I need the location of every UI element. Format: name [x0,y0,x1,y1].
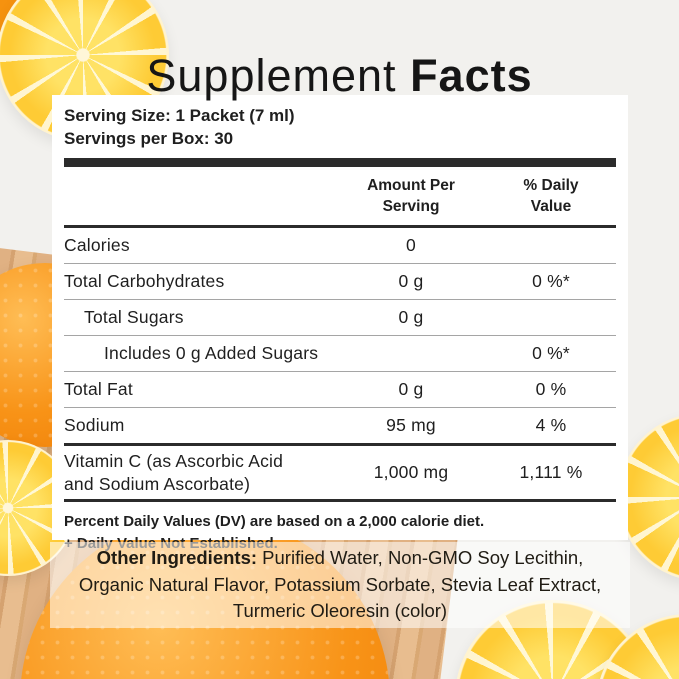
row-amount: 0 g [398,306,424,327]
table-row: Includes 0 g Added Sugars 0 %* [64,336,616,372]
row-label: Total Fat [64,378,133,399]
other-ingredients-text: Other Ingredients: Purified Water, Non-G… [66,545,614,625]
divider-medium-header [64,224,616,228]
page-title: Supplement Facts [0,50,679,102]
title-regular: Supplement [146,50,397,102]
row-daily-value: 0 %* [532,342,570,363]
other-ingredients-list: Purified Water, Non-GMO Soy Lecithin, Or… [78,546,602,622]
facts-header-row: Amount Per Serving % Daily Value [64,167,616,225]
divider-thick-top [64,157,616,167]
row-amount: 95 mg [386,414,436,435]
header-amount-per-serving: Amount Per Serving [367,176,455,215]
row-daily-value: 0 %* [532,270,570,291]
footnote-line-1: Percent Daily Values (DV) are based on a… [64,513,485,531]
row-amount: 0 g [398,378,424,399]
servings-per-box: Servings per Box: 30 [64,129,234,149]
other-ingredients-label: Other Ingredients: [96,546,258,568]
table-row: Sodium 95 mg 4 % [64,408,616,446]
other-ingredients-overlay: Other Ingredients: Purified Water, Non-G… [50,542,630,628]
header-daily-value: % Daily Value [523,176,579,215]
title-bold: Facts [410,50,533,102]
row-label: Includes 0 g Added Sugars [104,342,319,363]
table-row: Total Carbohydrates 0 g 0 %* [64,264,616,300]
table-row: Total Fat 0 g 0 % [64,372,616,408]
serving-size: Serving Size: 1 Packet (7 ml) [64,106,295,125]
table-row: Total Sugars 0 g [64,300,616,336]
row-amount: 1,000 mg [373,462,449,482]
table-row: Vitamin C (as Ascorbic Acid and Sodium A… [64,446,616,503]
row-label: Sodium [64,414,125,435]
row-daily-value: 4 % [535,414,567,435]
row-daily-value: 1,111 % [519,462,583,482]
row-label: Total Sugars [84,306,184,327]
row-label: Vitamin C (as Ascorbic Acid and Sodium A… [64,450,284,494]
row-amount: 0 g [398,270,424,291]
table-row: Calories 0 [64,228,616,264]
row-label: Calories [64,234,130,255]
row-label: Total Carbohydrates [64,270,225,291]
supplement-facts-panel: Serving Size: 1 Packet (7 ml) Servings p… [52,95,628,552]
facts-rows: Calories 0 Total Carbohydrates 0 g 0 %* … [64,228,616,503]
row-amount: 0 [406,234,416,255]
row-daily-value: 0 % [535,378,567,399]
